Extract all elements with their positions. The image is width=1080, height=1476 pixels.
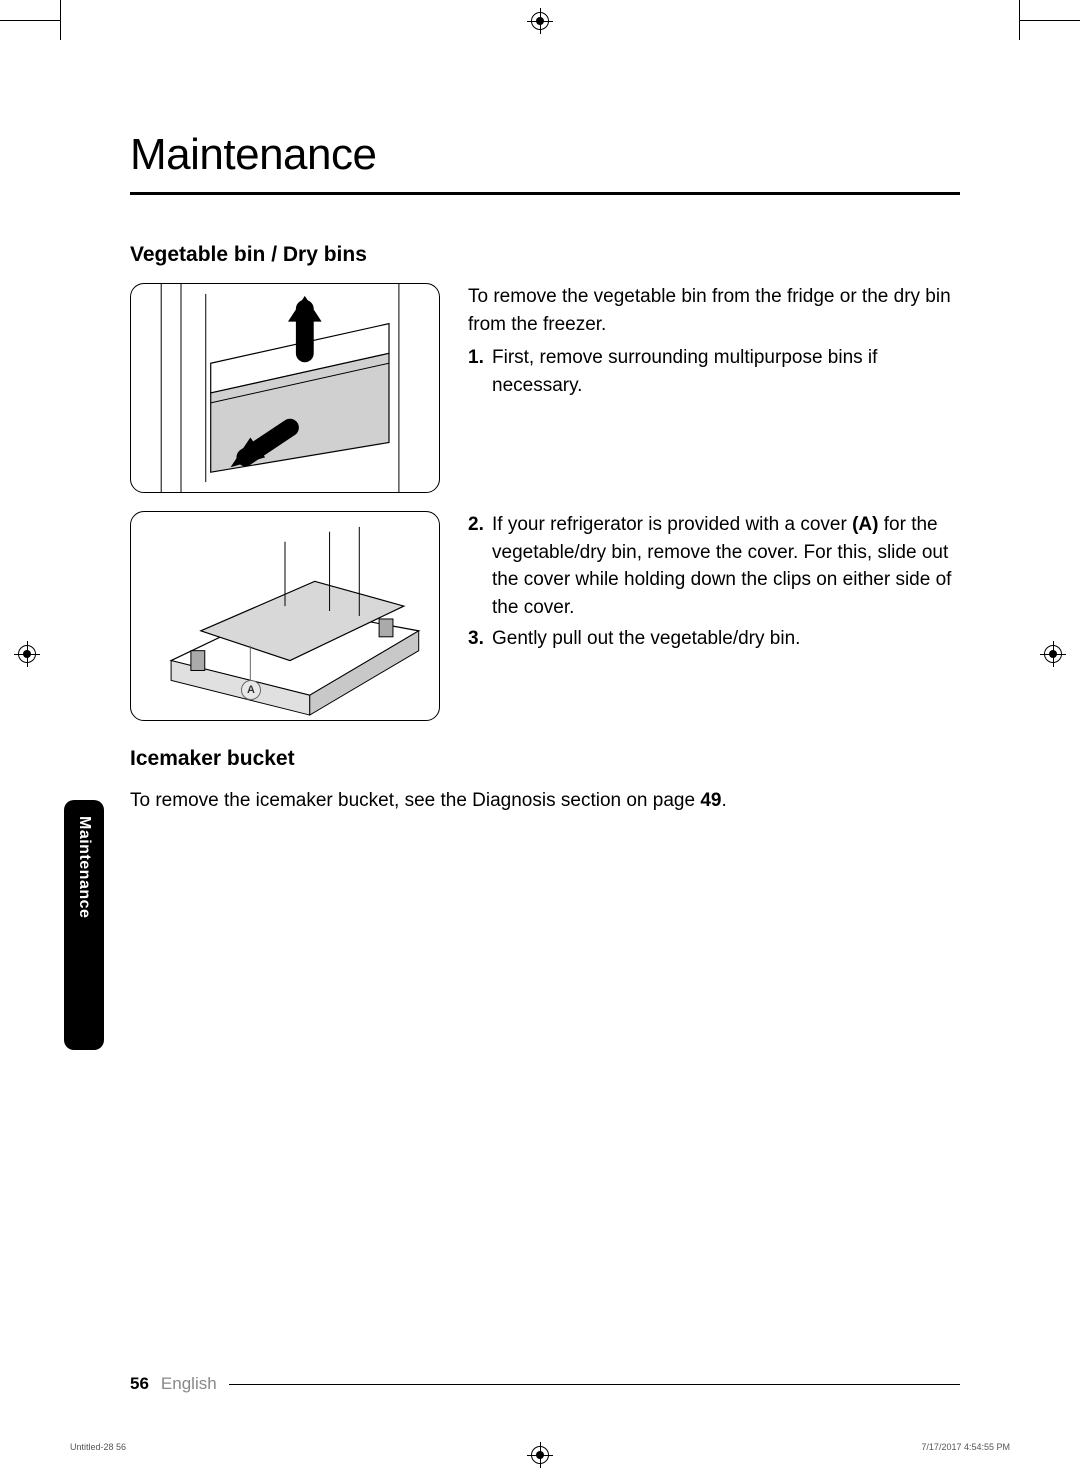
- step-text: Gently pull out the vegetable/dry bin.: [492, 625, 960, 653]
- subheading-icemaker: Icemaker bucket: [130, 747, 960, 771]
- step-number: 3.: [468, 625, 492, 653]
- text-part: To remove the icemaker bucket, see the D…: [130, 790, 700, 811]
- diagram-bin-remove-icon: [131, 284, 439, 492]
- row-figure-1: To remove the vegetable bin from the fri…: [130, 283, 960, 493]
- callout-label-a: A: [241, 680, 261, 700]
- title-rule: [130, 192, 960, 195]
- page-title: Maintenance: [130, 130, 960, 180]
- diagram-bin-cover-icon: [131, 512, 439, 720]
- icemaker-text: To remove the icemaker bucket, see the D…: [130, 787, 960, 815]
- page-language: English: [161, 1374, 217, 1394]
- page-number: 56: [130, 1374, 149, 1394]
- step-3: 3. Gently pull out the vegetable/dry bin…: [468, 625, 960, 653]
- page-content: Maintenance Vegetable bin / Dry bins: [0, 0, 1080, 1476]
- figure-bin-cover: A: [130, 511, 440, 721]
- step-number: 1.: [468, 344, 492, 399]
- side-tab-maintenance: Maintenance: [64, 800, 104, 1050]
- step-2: 2. If your refrigerator is provided with…: [468, 511, 960, 621]
- intro-text: To remove the vegetable bin from the fri…: [468, 283, 960, 338]
- text-part: .: [721, 790, 726, 811]
- step-text: First, remove surrounding multipurpose b…: [492, 344, 960, 399]
- step-number: 2.: [468, 511, 492, 621]
- text-block-2: 2. If your refrigerator is provided with…: [468, 511, 960, 721]
- page-ref: 49: [700, 790, 721, 811]
- section-icemaker: Icemaker bucket To remove the icemaker b…: [130, 747, 960, 815]
- figure-bin-remove: [130, 283, 440, 493]
- text-block-1: To remove the vegetable bin from the fri…: [468, 283, 960, 493]
- row-figure-2: A 2. If your refrigerator is provided wi…: [130, 511, 960, 721]
- step-text: If your refrigerator is provided with a …: [492, 511, 960, 621]
- step-text-part: If your refrigerator is provided with a …: [492, 514, 852, 535]
- subheading-vegetable-bins: Vegetable bin / Dry bins: [130, 243, 960, 267]
- footer-rule: [229, 1384, 960, 1385]
- page-footer: 56 English: [130, 1374, 960, 1394]
- print-meta-left: Untitled-28 56: [70, 1442, 126, 1452]
- step-1: 1. First, remove surrounding multipurpos…: [468, 344, 960, 399]
- callout-ref: (A): [852, 514, 878, 535]
- side-tab-label: Maintenance: [75, 816, 93, 918]
- print-meta-right: 7/17/2017 4:54:55 PM: [921, 1442, 1010, 1452]
